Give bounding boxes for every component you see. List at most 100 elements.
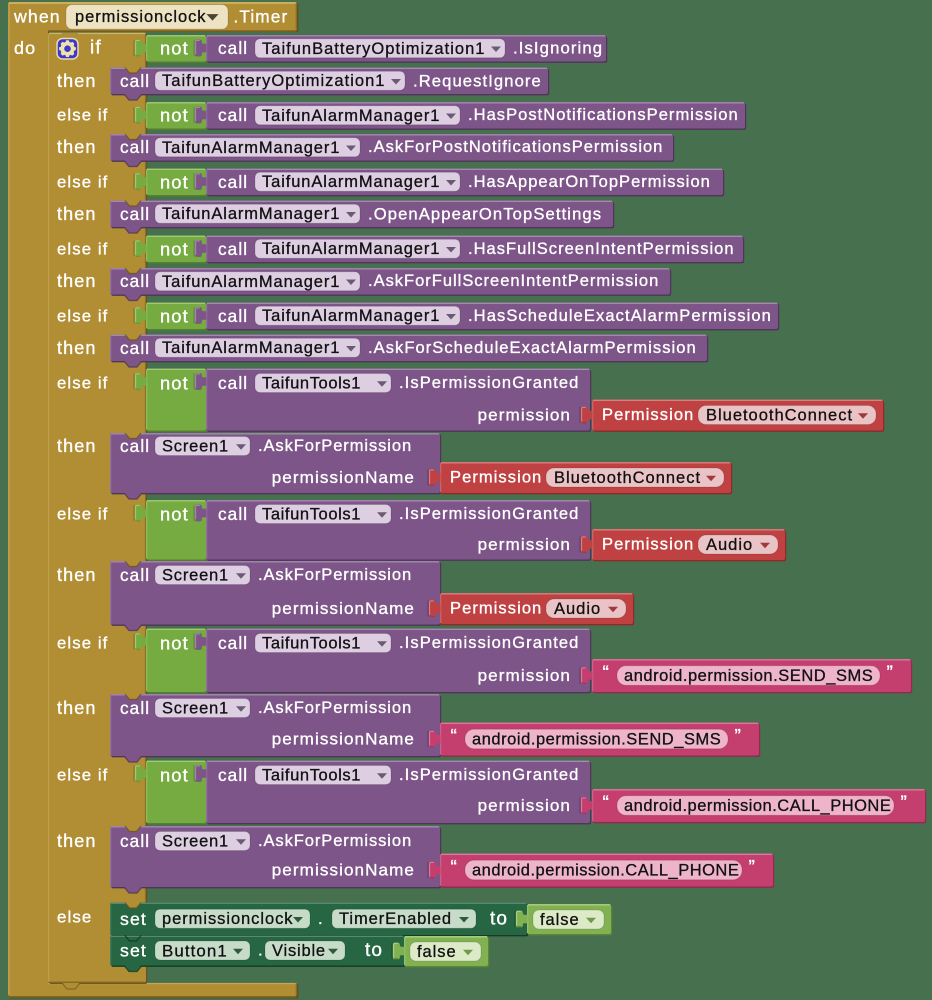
svg-text:android.permission.SEND_SMS: android.permission.SEND_SMS — [472, 731, 721, 749]
svg-text:call: call — [120, 71, 150, 91]
svg-text:call: call — [218, 38, 248, 58]
svg-text:permissionclock: permissionclock — [162, 910, 293, 928]
svg-text:Audio: Audio — [554, 600, 601, 618]
svg-text:to: to — [490, 908, 508, 929]
svg-text:Permission: Permission — [450, 600, 542, 618]
svg-text:else if: else if — [57, 766, 108, 785]
svg-text:permission: permission — [478, 796, 571, 815]
svg-text:else if: else if — [57, 505, 108, 524]
svg-text:.AskForPermission: .AskForPermission — [258, 566, 412, 584]
svg-text:when: when — [13, 7, 61, 27]
svg-text:else if: else if — [57, 172, 108, 191]
svg-text:.: . — [258, 942, 263, 960]
svg-text:not: not — [160, 504, 189, 525]
svg-text:else: else — [57, 908, 92, 927]
svg-text:.HasPostNotificationsPermissio: .HasPostNotificationsPermission — [468, 106, 739, 124]
svg-text:else if: else if — [57, 106, 108, 125]
svg-text:.IsPermissionGranted: .IsPermissionGranted — [399, 766, 579, 784]
svg-text:call: call — [120, 436, 150, 456]
svg-text:.AskForPermission: .AskForPermission — [258, 699, 412, 717]
svg-text:to: to — [365, 940, 383, 961]
svg-text:call: call — [120, 698, 150, 718]
svg-text:.Timer: .Timer — [234, 7, 289, 27]
svg-text:”: ” — [901, 793, 907, 814]
svg-text:.IsPermissionGranted: .IsPermissionGranted — [399, 505, 579, 523]
svg-text:call: call — [120, 137, 150, 157]
svg-text:.OpenAppearOnTopSettings: .OpenAppearOnTopSettings — [368, 204, 602, 223]
svg-text:TaifunBatteryOptimization1: TaifunBatteryOptimization1 — [162, 72, 385, 90]
svg-text:TaifunAlarmManager1: TaifunAlarmManager1 — [162, 139, 340, 157]
svg-text:false: false — [417, 943, 457, 961]
svg-text:call: call — [120, 204, 150, 224]
svg-text:Screen1: Screen1 — [162, 700, 229, 718]
svg-text:TaifunTools1: TaifunTools1 — [262, 767, 361, 785]
svg-text:TaifunAlarmManager1: TaifunAlarmManager1 — [162, 205, 340, 223]
svg-text:.IsPermissionGranted: .IsPermissionGranted — [399, 374, 579, 392]
svg-text:.HasScheduleExactAlarmPermissi: .HasScheduleExactAlarmPermission — [468, 307, 772, 325]
svg-text:not: not — [160, 633, 189, 654]
svg-text:call: call — [218, 306, 248, 326]
svg-text:“: “ — [451, 858, 457, 879]
svg-text:else if: else if — [57, 634, 108, 653]
svg-text:then: then — [57, 338, 97, 358]
svg-text:permissionName: permissionName — [272, 730, 415, 749]
svg-text:then: then — [57, 71, 97, 91]
svg-text:call: call — [218, 172, 248, 192]
svg-text:not: not — [160, 765, 189, 786]
svg-text:Visible: Visible — [272, 942, 326, 960]
svg-text:“: “ — [603, 793, 609, 814]
svg-text:TaifunTools1: TaifunTools1 — [262, 506, 361, 524]
svg-text:.HasFullScreenIntentPermission: .HasFullScreenIntentPermission — [468, 240, 735, 258]
svg-text:not: not — [160, 238, 189, 259]
svg-text:call: call — [218, 765, 248, 785]
svg-text:not: not — [160, 171, 189, 192]
svg-text:if: if — [90, 38, 102, 59]
svg-text:then: then — [57, 137, 97, 157]
svg-text:call: call — [120, 831, 150, 851]
svg-text:Screen1: Screen1 — [162, 833, 229, 851]
svg-text:permissionName: permissionName — [272, 599, 415, 618]
svg-text:then: then — [57, 698, 97, 718]
svg-text:TaifunAlarmManager1: TaifunAlarmManager1 — [162, 339, 340, 357]
svg-text:not: not — [160, 373, 189, 394]
svg-text:Audio: Audio — [706, 536, 753, 554]
svg-text:then: then — [57, 271, 97, 291]
svg-text:Button1: Button1 — [162, 942, 228, 961]
svg-text:then: then — [57, 565, 97, 585]
svg-text:false: false — [540, 911, 580, 929]
svg-text:.AskForFullScreenIntentPermiss: .AskForFullScreenIntentPermission — [368, 272, 659, 290]
svg-text:TimerEnabled: TimerEnabled — [339, 910, 452, 928]
svg-text:do: do — [14, 38, 36, 58]
svg-text:TaifunAlarmManager1: TaifunAlarmManager1 — [262, 240, 440, 258]
svg-text:.IsIgnoring: .IsIgnoring — [513, 39, 603, 58]
svg-text:then: then — [57, 831, 97, 851]
svg-text:call: call — [120, 271, 150, 291]
svg-text:call: call — [218, 504, 248, 524]
svg-text:not: not — [160, 305, 189, 326]
svg-text:TaifunAlarmManager1: TaifunAlarmManager1 — [262, 107, 440, 125]
svg-text:Screen1: Screen1 — [162, 567, 229, 585]
svg-text:”: ” — [735, 727, 741, 748]
svg-text:android.permission.CALL_PHONE: android.permission.CALL_PHONE — [624, 797, 891, 815]
svg-text:set: set — [120, 941, 147, 961]
svg-text:.AskForScheduleExactAlarmPermi: .AskForScheduleExactAlarmPermission — [368, 339, 697, 357]
svg-text:permission: permission — [478, 406, 571, 425]
svg-text:then: then — [57, 436, 97, 456]
svg-text:BluetoothConnect: BluetoothConnect — [554, 469, 701, 487]
svg-text:.IsPermissionGranted: .IsPermissionGranted — [399, 634, 579, 652]
svg-text:Permission: Permission — [602, 406, 694, 424]
svg-text:.RequestIgnore: .RequestIgnore — [413, 71, 542, 90]
svg-text:permission: permission — [478, 535, 571, 554]
svg-text:else if: else if — [57, 239, 108, 258]
svg-text:TaifunTools1: TaifunTools1 — [262, 635, 361, 653]
svg-text:else if: else if — [57, 374, 108, 393]
svg-text:Screen1: Screen1 — [162, 438, 229, 456]
svg-text:.: . — [318, 910, 323, 928]
svg-text:TaifunTools1: TaifunTools1 — [262, 375, 361, 393]
svg-text:TaifunAlarmManager1: TaifunAlarmManager1 — [162, 273, 340, 291]
svg-text:call: call — [218, 633, 248, 653]
svg-text:call: call — [218, 373, 248, 393]
svg-text:Permission: Permission — [602, 536, 694, 554]
svg-text:not: not — [160, 105, 189, 126]
svg-text:”: ” — [887, 663, 893, 684]
